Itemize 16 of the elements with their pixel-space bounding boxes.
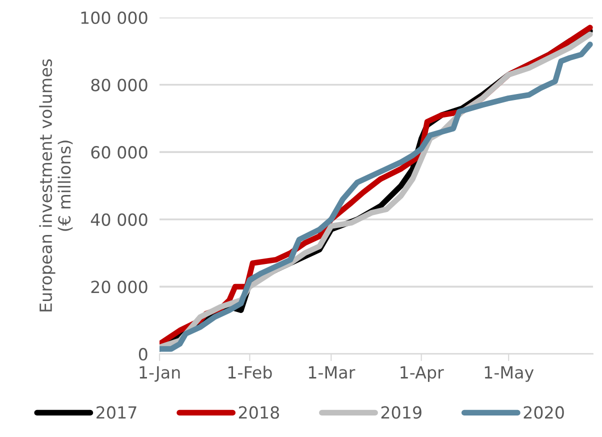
- x-tick-label: 1-Feb: [228, 366, 272, 379]
- x-tick-label: 1-May: [484, 366, 534, 382]
- y-tick-label: 60 000: [91, 146, 148, 159]
- legend-label: 2017: [96, 406, 136, 419]
- y-tick-label: 20 000: [91, 280, 148, 294]
- legend-label: 2018: [238, 406, 280, 419]
- y-axis-title: European investment volumes (€ millions): [39, 59, 73, 312]
- y-tick-label: 100 000: [81, 11, 148, 24]
- y-tick-label: 80 000: [91, 78, 148, 92]
- x-tick-label: 1-Mar: [308, 366, 356, 379]
- legend-label: 2019: [381, 406, 422, 419]
- x-tick-label: 1-Apr: [400, 366, 444, 382]
- x-tick-label: 1-Jan: [140, 366, 180, 382]
- y-tick-label: 0: [138, 348, 148, 361]
- legend-label: 2020: [524, 406, 564, 419]
- y-tick-label: 40 000: [90, 213, 148, 226]
